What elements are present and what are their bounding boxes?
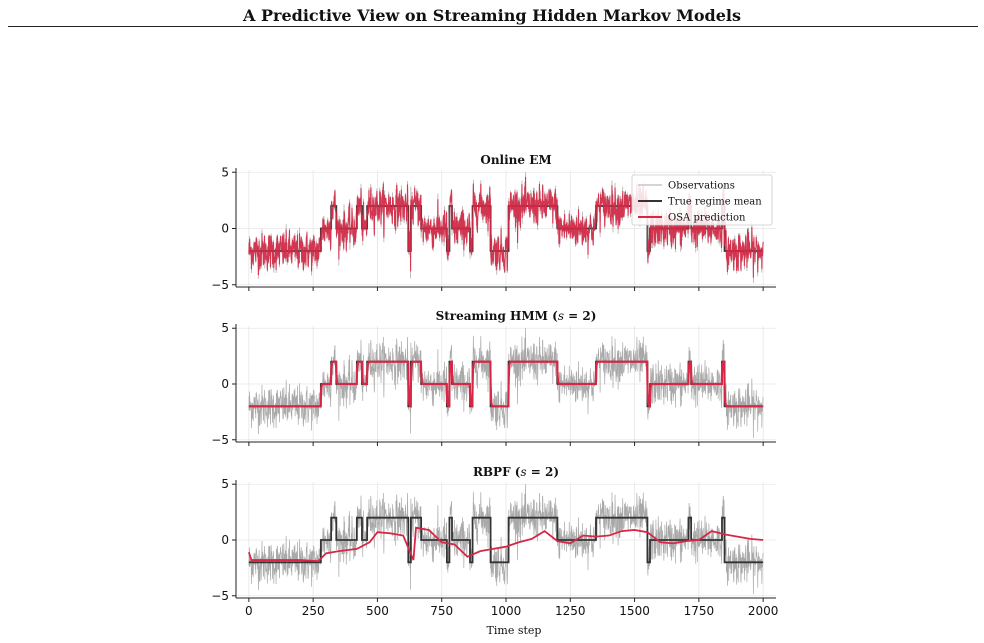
legend-label: OSA prediction [668, 213, 746, 224]
y-tick-label: −5 [211, 589, 229, 603]
legend-label: True regime mean [668, 197, 762, 208]
y-tick-label: 0 [221, 377, 229, 391]
x-tick-label: 250 [302, 604, 325, 618]
legend-box [631, 174, 773, 226]
y-tick-label: −5 [211, 278, 229, 292]
x-tick-label: 1500 [619, 604, 650, 618]
osa-prediction-series [248, 360, 764, 408]
observations-series [248, 328, 764, 439]
y-tick-label: 0 [221, 222, 229, 236]
panel-title: Streaming HMM (s = 2) [436, 309, 597, 323]
x-axis-label: Time step [487, 624, 542, 637]
true-regime-mean-series [248, 516, 764, 564]
y-tick-label: 5 [221, 165, 229, 179]
observations-series [248, 484, 764, 595]
panel-title: Online EM [480, 153, 551, 167]
x-tick-label: 1750 [684, 604, 715, 618]
x-tick-label: 0 [245, 604, 253, 618]
y-tick-label: 5 [221, 321, 229, 335]
x-tick-label: 750 [430, 604, 453, 618]
title-rule [8, 26, 978, 27]
panel-title: RBPF (s = 2) [473, 465, 559, 479]
panel-1: −5 0 5 Online EM Observations True regime mea… [211, 153, 776, 292]
y-tick-label: 0 [221, 533, 229, 547]
legend: Observations True regime mean OSA predicti… [631, 174, 773, 226]
panel-3: −5 0 5 0 250 500 750 1000 1250 1500 1750 2000 RBPF (… [211, 465, 778, 637]
x-tick-label: 500 [366, 604, 389, 618]
x-tick-label: 1250 [555, 604, 586, 618]
x-tick-label: 1000 [491, 604, 522, 618]
panel-2: −5 0 5 Streaming HMM (s = 2) [211, 309, 776, 447]
legend-label: Observations [668, 181, 735, 192]
y-tick-label: −5 [211, 433, 229, 447]
y-tick-label: 5 [221, 477, 229, 491]
osa-prediction-series [248, 526, 764, 563]
x-tick-label: 2000 [748, 604, 779, 618]
page-title: A Predictive View on Streaming Hidden Ma… [243, 6, 741, 25]
